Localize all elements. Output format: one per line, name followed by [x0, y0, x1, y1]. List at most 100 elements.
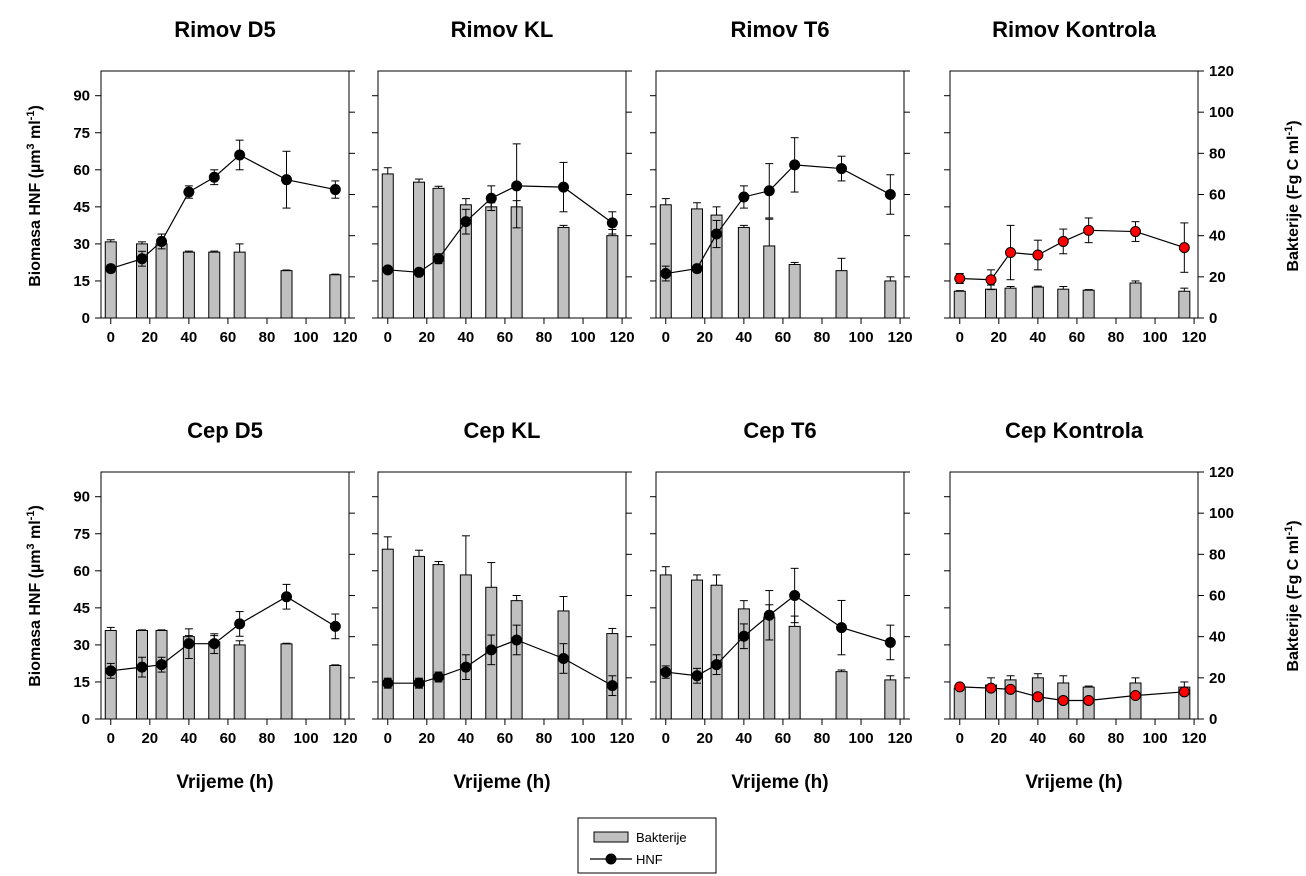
bacteria-bar	[737, 226, 750, 319]
x-tick-label: 120	[1182, 730, 1207, 747]
hnf-point	[789, 590, 801, 601]
right-axis-label-sup: -1	[1283, 126, 1295, 136]
right-tick-label: 100	[1209, 104, 1234, 121]
hnf-point	[884, 636, 896, 648]
x-tick-label: 120	[333, 730, 358, 747]
panel-6: Cep KL 0 20 40 60 80 100 120 Vrijeme (h)	[372, 418, 635, 793]
x-tick-label: 60	[497, 329, 514, 346]
x-tick-label: 0	[662, 329, 670, 346]
left-tick-label: 0	[82, 310, 90, 327]
bacteria-bar	[835, 270, 848, 319]
bacteria-bar	[1031, 286, 1044, 319]
hnf-line	[959, 229, 1185, 281]
hnf-point	[105, 665, 117, 677]
x-tick-label: 100	[1143, 730, 1168, 747]
x-tick-label: 40	[458, 730, 475, 747]
hnf-point	[954, 272, 966, 284]
bacteria-bar	[155, 629, 168, 720]
x-tick-label: 0	[107, 329, 115, 346]
right-tick-label: 100	[1209, 505, 1234, 522]
x-tick-label: 80	[259, 329, 276, 346]
legend: Bakterije HNF	[577, 817, 717, 874]
x-tick-label: 40	[736, 329, 753, 346]
hnf-point	[1005, 683, 1017, 695]
hnf-point	[763, 609, 775, 621]
left-tick-label: 90	[73, 489, 90, 506]
x-tick-label: 80	[259, 730, 276, 747]
hnf-point	[485, 644, 497, 656]
x-axis-label: Vrijeme (h)	[176, 772, 273, 793]
x-axis-label: Vrijeme (h)	[453, 772, 550, 793]
right-axis-label-sup: -1	[1283, 526, 1295, 536]
x-tick-label: 100	[849, 730, 874, 747]
x-tick-label: 20	[418, 329, 435, 346]
hnf-point	[329, 620, 341, 632]
x-tick-label: 80	[814, 329, 831, 346]
panel-title: Rimov Kontrola	[992, 17, 1157, 42]
hnf-point	[1178, 686, 1190, 698]
right-tick-label: 0	[1209, 310, 1217, 327]
hnf-point	[433, 253, 445, 265]
bacteria-bar	[432, 564, 445, 720]
bacteria-bar	[659, 204, 672, 319]
hnf-point	[413, 677, 425, 689]
x-tick-label: 20	[990, 329, 1007, 346]
hnf-point	[208, 638, 220, 650]
bacteria-bar	[884, 679, 897, 720]
x-tick-label: 20	[141, 329, 158, 346]
legend-hnf-label: HNF	[636, 852, 663, 867]
x-tick-label: 40	[1030, 329, 1047, 346]
plot-frame	[949, 471, 1199, 720]
legend-marker-swatch	[605, 853, 617, 865]
x-tick-label: 60	[775, 730, 792, 747]
bacteria-bar	[459, 574, 472, 720]
right-axis-label-suffix: )	[1285, 520, 1302, 525]
hnf-point	[660, 268, 672, 280]
x-axis-label: Vrijeme (h)	[1025, 772, 1122, 793]
bacteria-bar	[763, 245, 776, 319]
left-axis-label-mid: ml	[27, 120, 44, 143]
right-tick-label: 20	[1209, 670, 1226, 687]
panel-title: Rimov KL	[451, 17, 554, 42]
bacteria-bar	[659, 574, 672, 720]
x-tick-label: 60	[497, 730, 514, 747]
left-tick-label: 45	[73, 199, 90, 216]
right-tick-label: 40	[1209, 629, 1226, 646]
bacteria-bar	[329, 274, 342, 319]
bacteria-bar	[1178, 290, 1191, 319]
hnf-point	[382, 677, 394, 689]
bacteria-bar	[182, 251, 195, 319]
bacteria-bar	[884, 280, 897, 319]
left-axis-label-suffix: )	[27, 105, 44, 110]
hnf-point	[836, 163, 848, 175]
x-tick-label: 40	[736, 730, 753, 747]
panel-7: Cep T6 0 20 40 60 80 100 120 Vrijeme (h)	[650, 418, 913, 793]
hnf-point	[1083, 694, 1095, 706]
left-axis-label-prefix: Biomasa HNF (µm	[27, 150, 44, 287]
x-tick-label: 100	[849, 329, 874, 346]
right-axis-label-top: Bakterije (Fg C ml-1)	[1283, 120, 1302, 271]
hnf-point	[691, 670, 703, 682]
left-axis-label-mid: ml	[27, 520, 44, 543]
left-tick-label: 15	[73, 674, 90, 691]
bacteria-bar	[104, 241, 117, 319]
bacteria-bar	[985, 288, 998, 319]
hnf-point	[985, 274, 997, 286]
right-axis-label-bottom: Bakterije (Fg C ml-1)	[1283, 520, 1302, 671]
hnf-point	[985, 682, 997, 694]
hnf-point	[606, 680, 618, 692]
bacteria-bar	[155, 243, 168, 319]
panel-1: Rimov D5 0 20 40 60 80 100 120 0 15 30 45 60 75 90	[73, 17, 357, 346]
left-tick-label: 15	[73, 273, 90, 290]
x-tick-label: 80	[536, 730, 553, 747]
hnf-point	[156, 235, 168, 247]
bacteria-bar	[953, 687, 966, 720]
hnf-point	[1083, 224, 1095, 236]
x-tick-label: 120	[888, 730, 913, 747]
x-tick-label: 100	[294, 329, 319, 346]
hnf-point	[183, 186, 195, 198]
right-tick-label: 60	[1209, 187, 1226, 204]
hnf-point	[105, 263, 117, 275]
bacteria-bar	[1004, 287, 1017, 319]
